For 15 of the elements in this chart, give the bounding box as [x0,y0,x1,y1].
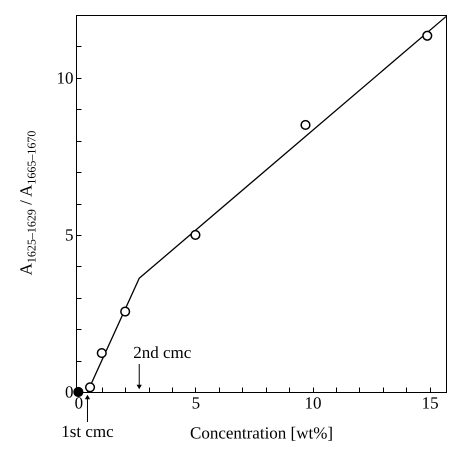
y-tick-label: 5 [65,225,74,244]
point [190,230,201,240]
point [84,382,96,392]
point [300,120,311,130]
x-tick-label: 10 [304,394,322,412]
point [96,348,107,358]
x-tick-label: 15 [422,394,439,412]
point [120,306,130,317]
y-tick-label: 10 [56,68,74,88]
point [422,30,432,41]
x-tick-label: 5 [192,394,200,412]
annotation: 2nd cmc [133,343,192,362]
point [73,386,84,398]
x-axis-title: Concentration [wt%] [190,424,334,442]
text: 1st cmc [61,422,114,441]
